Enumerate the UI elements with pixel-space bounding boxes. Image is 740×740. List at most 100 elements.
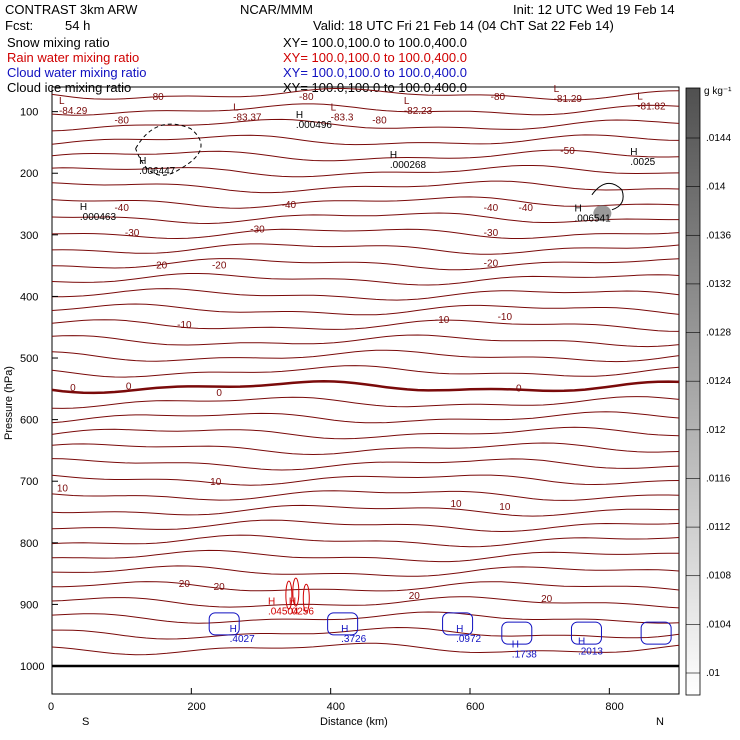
colorbar-tick-label: .0144: [706, 133, 731, 144]
field-xy-rain: XY= 100.0,100.0 to 100.0,400.0: [283, 50, 467, 65]
colorbar: [685, 87, 701, 696]
extremum-value: .0972: [456, 634, 481, 645]
fcst-label: Fcst:: [5, 18, 33, 33]
contour-label: 10: [57, 483, 69, 494]
valid-label: Valid: 18 UTC Fri 21 Feb 14 (04 ChT Sat …: [313, 18, 614, 33]
colorbar-tick-label: .0116: [706, 473, 731, 484]
contour-label: 0: [216, 388, 222, 399]
extremum-mark: H: [456, 624, 463, 635]
temperature-contour-line: [51, 396, 680, 409]
colorbar-tick-label: .0112: [706, 522, 731, 533]
contour-label: -80: [299, 92, 314, 103]
contour-label: -20: [153, 260, 168, 271]
ice-shaded-blob: [593, 205, 612, 222]
contour-label: 20: [541, 594, 553, 605]
temperature-contour-line: [51, 319, 680, 332]
center-label: NCAR/MMM: [240, 2, 313, 17]
temperature-contour-line: [51, 549, 679, 563]
cloud-water-contour: [501, 621, 533, 645]
contour-label: -20: [484, 259, 499, 270]
cloud-water-contour: [208, 612, 240, 636]
contour-label: -30: [484, 228, 499, 239]
extremum-mark: H: [289, 596, 296, 607]
temperature-contour-line: [51, 334, 680, 348]
temperature-contour-line: [51, 349, 680, 363]
contour-label: -80: [114, 116, 129, 127]
end-label-north: N: [656, 716, 664, 728]
contour-label: -80: [491, 92, 506, 103]
colorbar-tick-label: .01: [706, 668, 720, 679]
extremum-value: .000496: [296, 120, 333, 131]
cloud-water-contour: [327, 612, 359, 636]
colorbar-tick-label: .0136: [706, 230, 731, 241]
cloud-water-contour: [570, 621, 602, 645]
extremum-mark: L: [331, 102, 337, 113]
colorbar-tick-label: .0104: [706, 619, 731, 630]
x-axis-label: Distance (km): [320, 716, 388, 728]
contour-label: -20: [212, 260, 227, 271]
temperature-contour-line: [51, 303, 680, 316]
temperature-contour-line: [51, 180, 680, 194]
extremum-value: -82.23: [404, 106, 433, 117]
temperature-contour-line: [51, 380, 680, 395]
temperature-contour-line: [51, 165, 680, 178]
extremum-value: .1738: [512, 650, 537, 661]
x-tick-label: 800: [605, 701, 623, 713]
colorbar-tick-label: .014: [706, 182, 726, 193]
x-tick-label: 200: [187, 701, 205, 713]
extremum-value: .006447: [139, 166, 176, 177]
temperature-contour-line: [51, 442, 680, 456]
field-name-cloud-water: Cloud water mixing ratio: [7, 65, 146, 80]
extremum-mark: H: [139, 156, 146, 167]
temperature-contour-line: [51, 134, 680, 146]
extremum-value: .3726: [341, 634, 366, 645]
contour-label: -10: [435, 315, 450, 326]
y-tick-label: 600: [20, 415, 38, 427]
contour-label: 20: [214, 582, 226, 593]
field-xy-cloud-water: XY= 100.0,100.0 to 100.0,400.0: [283, 65, 467, 80]
y-tick-label: 900: [20, 599, 38, 611]
y-tick-label: 100: [20, 107, 38, 119]
y-axis-label: Pressure (hPa): [3, 366, 15, 440]
contour-label: -10: [498, 312, 513, 323]
extremum-mark: H: [230, 624, 237, 635]
temperature-contours: [51, 88, 680, 656]
extremum-mark: H: [296, 110, 303, 121]
extrema-labels: L-84.29 L-83.37L-83.3L-82.23L-81.29 L-81.8…: [59, 84, 666, 661]
y-tick-label: 400: [20, 291, 38, 303]
model-title: CONTRAST 3km ARW: [5, 2, 138, 17]
colorbar-tick-label: .0128: [706, 328, 731, 339]
colorbar-tick-label: .0132: [706, 279, 731, 290]
colorbar-tick-label: .0124: [706, 376, 731, 387]
extremum-value: -81.29: [554, 94, 583, 105]
extremum-mark: H: [578, 636, 585, 647]
extremum-value: .04504: [268, 606, 299, 617]
colorbar-units: g kg⁻¹: [704, 86, 732, 97]
contour-label: 0: [70, 383, 76, 394]
temperature-contour-line: [51, 565, 680, 577]
temperature-contour-line: [51, 118, 680, 132]
extremum-value: -84.29: [59, 106, 88, 117]
cloud-water-contour: [442, 612, 474, 636]
ice-contour: [591, 182, 624, 211]
extremum-value: .4027: [230, 634, 255, 645]
x-tick-label: 400: [327, 701, 345, 713]
temperature-contour-line: [51, 88, 680, 101]
temperature-contour-line: [52, 626, 680, 640]
temperature-contour-line: [51, 534, 680, 548]
temperature-contour-line: [51, 243, 680, 255]
contour-label: -30: [250, 225, 265, 236]
extremum-value: .000268: [390, 160, 427, 171]
axes: 0 200 400 600 800100200300400500600700800900…: [20, 107, 624, 713]
temperature-contour-line: [51, 611, 680, 624]
temperature-contour-line: [51, 365, 680, 378]
contour-label: 20: [179, 579, 191, 590]
y-tick-label: 800: [20, 538, 38, 550]
contour-label: -40: [282, 200, 297, 211]
fcst-value: 54 h: [65, 18, 90, 33]
contour-label: -40: [114, 203, 129, 214]
rain-contour: [292, 577, 300, 607]
temperature-contour-line: [51, 411, 680, 424]
temperature-contour-line: [51, 596, 680, 609]
rain-contour: [285, 580, 293, 610]
